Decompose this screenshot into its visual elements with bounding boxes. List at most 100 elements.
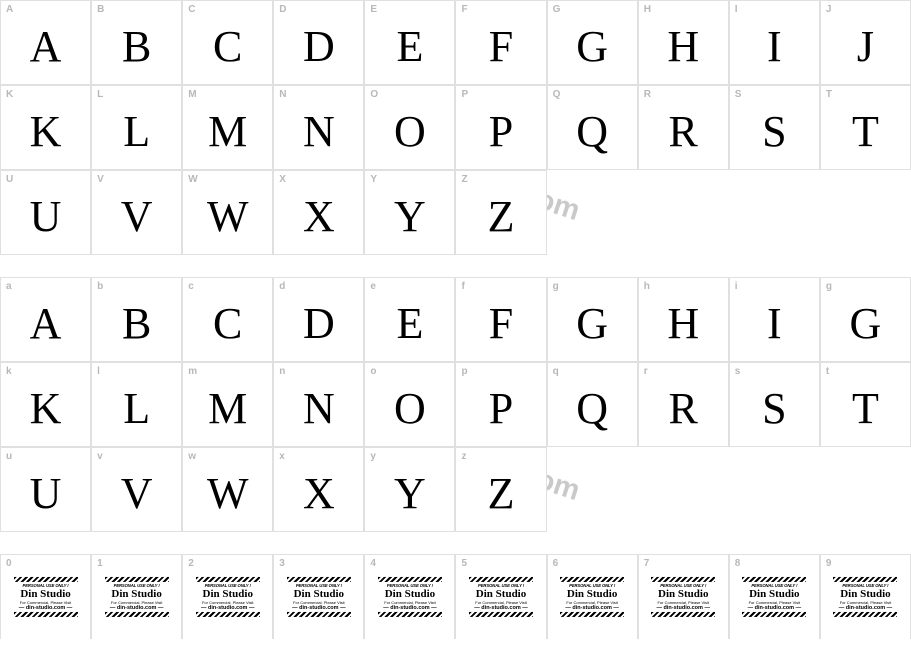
section-spacer: [0, 255, 911, 277]
glyph-label: w: [188, 451, 196, 462]
glyph-cell: 3PERSONAL USE ONLY !Din StudioFor Commer…: [273, 554, 364, 639]
glyph-label: g: [553, 281, 559, 292]
glyph-label: G: [553, 4, 561, 15]
glyph-cell: 2 PERSONAL USE ONLY !Din StudioFor Commer…: [182, 554, 273, 639]
glyph-char: W: [207, 472, 249, 516]
studio-logo: PERSONAL USE ONLY !Din StudioFor Commerc…: [648, 576, 718, 618]
logo-hatch: [560, 577, 624, 582]
glyph-char: Y: [394, 195, 426, 239]
glyph-label: u: [6, 451, 12, 462]
glyph-section-digits: 0 PERSONAL USE ONLY !Din StudioFor Commer…: [0, 554, 911, 639]
glyph-label: X: [279, 174, 286, 185]
glyph-char: R: [669, 387, 698, 431]
glyph-cell: mM: [182, 362, 273, 447]
logo-hatch: [196, 612, 260, 617]
logo-line4: — din-studio.com —: [375, 605, 445, 611]
glyph-char: K: [30, 110, 62, 154]
glyph-char: H: [667, 302, 699, 346]
logo-line4: — din-studio.com —: [11, 605, 81, 611]
glyph-cell: TT: [820, 85, 911, 170]
glyph-label: 2: [188, 558, 194, 569]
glyph-cell: 8PERSONAL USE ONLY !Din StudioFor Commer…: [729, 554, 820, 639]
glyph-cell: tT: [820, 362, 911, 447]
logo-line4: — din-studio.com —: [739, 605, 809, 611]
glyph-char: U: [30, 472, 62, 516]
glyph-char: V: [121, 195, 153, 239]
studio-logo: PERSONAL USE ONLY !Din StudioFor Commerc…: [466, 576, 536, 618]
studio-logo: PERSONAL USE ONLY !Din StudioFor Commerc…: [284, 576, 354, 618]
section-spacer: [0, 532, 911, 554]
studio-logo: PERSONAL USE ONLY !Din StudioFor Commerc…: [830, 576, 900, 618]
logo-line2: Din Studio: [375, 588, 445, 600]
studio-logo: PERSONAL USE ONLY !Din StudioFor Commerc…: [102, 576, 172, 618]
glyph-cell: 4PERSONAL USE ONLY !Din StudioFor Commer…: [364, 554, 455, 639]
glyph-label: g: [826, 281, 832, 292]
glyph-char: I: [767, 25, 782, 69]
glyph-char: S: [762, 110, 786, 154]
glyph-char: G: [850, 302, 882, 346]
glyph-char: Z: [488, 195, 515, 239]
glyph-label: D: [279, 4, 286, 15]
glyph-char: D: [303, 302, 335, 346]
glyph-label: E: [370, 4, 377, 15]
logo-line2: Din Studio: [648, 588, 718, 600]
glyph-char: B: [122, 302, 151, 346]
glyph-cell: QQ: [547, 85, 638, 170]
glyph-cell: KK: [0, 85, 91, 170]
studio-logo: PERSONAL USE ONLY !Din StudioFor Commerc…: [193, 576, 263, 618]
glyph-label: v: [97, 451, 103, 462]
glyph-label: m: [188, 366, 197, 377]
glyph-label: K: [6, 89, 13, 100]
glyph-label: s: [735, 366, 741, 377]
glyph-label: V: [97, 174, 104, 185]
glyph-label: 4: [370, 558, 376, 569]
glyph-char: O: [394, 110, 426, 154]
glyph-char: D: [303, 25, 335, 69]
glyph-char: R: [669, 110, 698, 154]
glyph-label: b: [97, 281, 103, 292]
glyph-cell: aA: [0, 277, 91, 362]
glyph-label: B: [97, 4, 104, 15]
logo-hatch: [105, 612, 169, 617]
logo-line4: — din-studio.com —: [102, 605, 172, 611]
glyph-char: C: [213, 302, 242, 346]
glyph-label: q: [553, 366, 559, 377]
glyph-cell: uU: [0, 447, 91, 532]
glyph-char: G: [576, 302, 608, 346]
glyph-label: T: [826, 89, 832, 100]
glyph-char: Q: [576, 387, 608, 431]
glyph-label: c: [188, 281, 194, 292]
glyph-char: B: [122, 25, 151, 69]
glyph-char: S: [762, 387, 786, 431]
glyph-label: M: [188, 89, 196, 100]
logo-line2: Din Studio: [557, 588, 627, 600]
glyph-label: k: [6, 366, 12, 377]
logo-line4: — din-studio.com —: [557, 605, 627, 611]
glyph-char: Q: [576, 110, 608, 154]
glyph-label: 0: [6, 558, 12, 569]
logo-line2: Din Studio: [102, 588, 172, 600]
glyph-cell: rR: [638, 362, 729, 447]
glyph-cell: VV: [91, 170, 182, 255]
glyph-label: W: [188, 174, 197, 185]
glyph-cell: FF: [455, 0, 546, 85]
logo-hatch: [14, 577, 78, 582]
logo-hatch: [287, 577, 351, 582]
glyph-char: H: [667, 25, 699, 69]
glyph-cell: nN: [273, 362, 364, 447]
glyph-cell: oO: [364, 362, 455, 447]
glyph-char: K: [30, 387, 62, 431]
glyph-cell: NN: [273, 85, 364, 170]
glyph-cell: ZZ: [455, 170, 546, 255]
glyph-char: Y: [394, 472, 426, 516]
logo-line2: Din Studio: [11, 588, 81, 600]
glyph-label: F: [461, 4, 467, 15]
glyph-label: Y: [370, 174, 377, 185]
glyph-cell: fF: [455, 277, 546, 362]
glyph-label: I: [735, 4, 738, 15]
glyph-label: O: [370, 89, 378, 100]
logo-line4: — din-studio.com —: [466, 605, 536, 611]
logo-hatch: [833, 612, 897, 617]
glyph-cell: 9PERSONAL USE ONLY !Din StudioFor Commer…: [820, 554, 911, 639]
studio-logo: PERSONAL USE ONLY !Din StudioFor Commerc…: [11, 576, 81, 618]
